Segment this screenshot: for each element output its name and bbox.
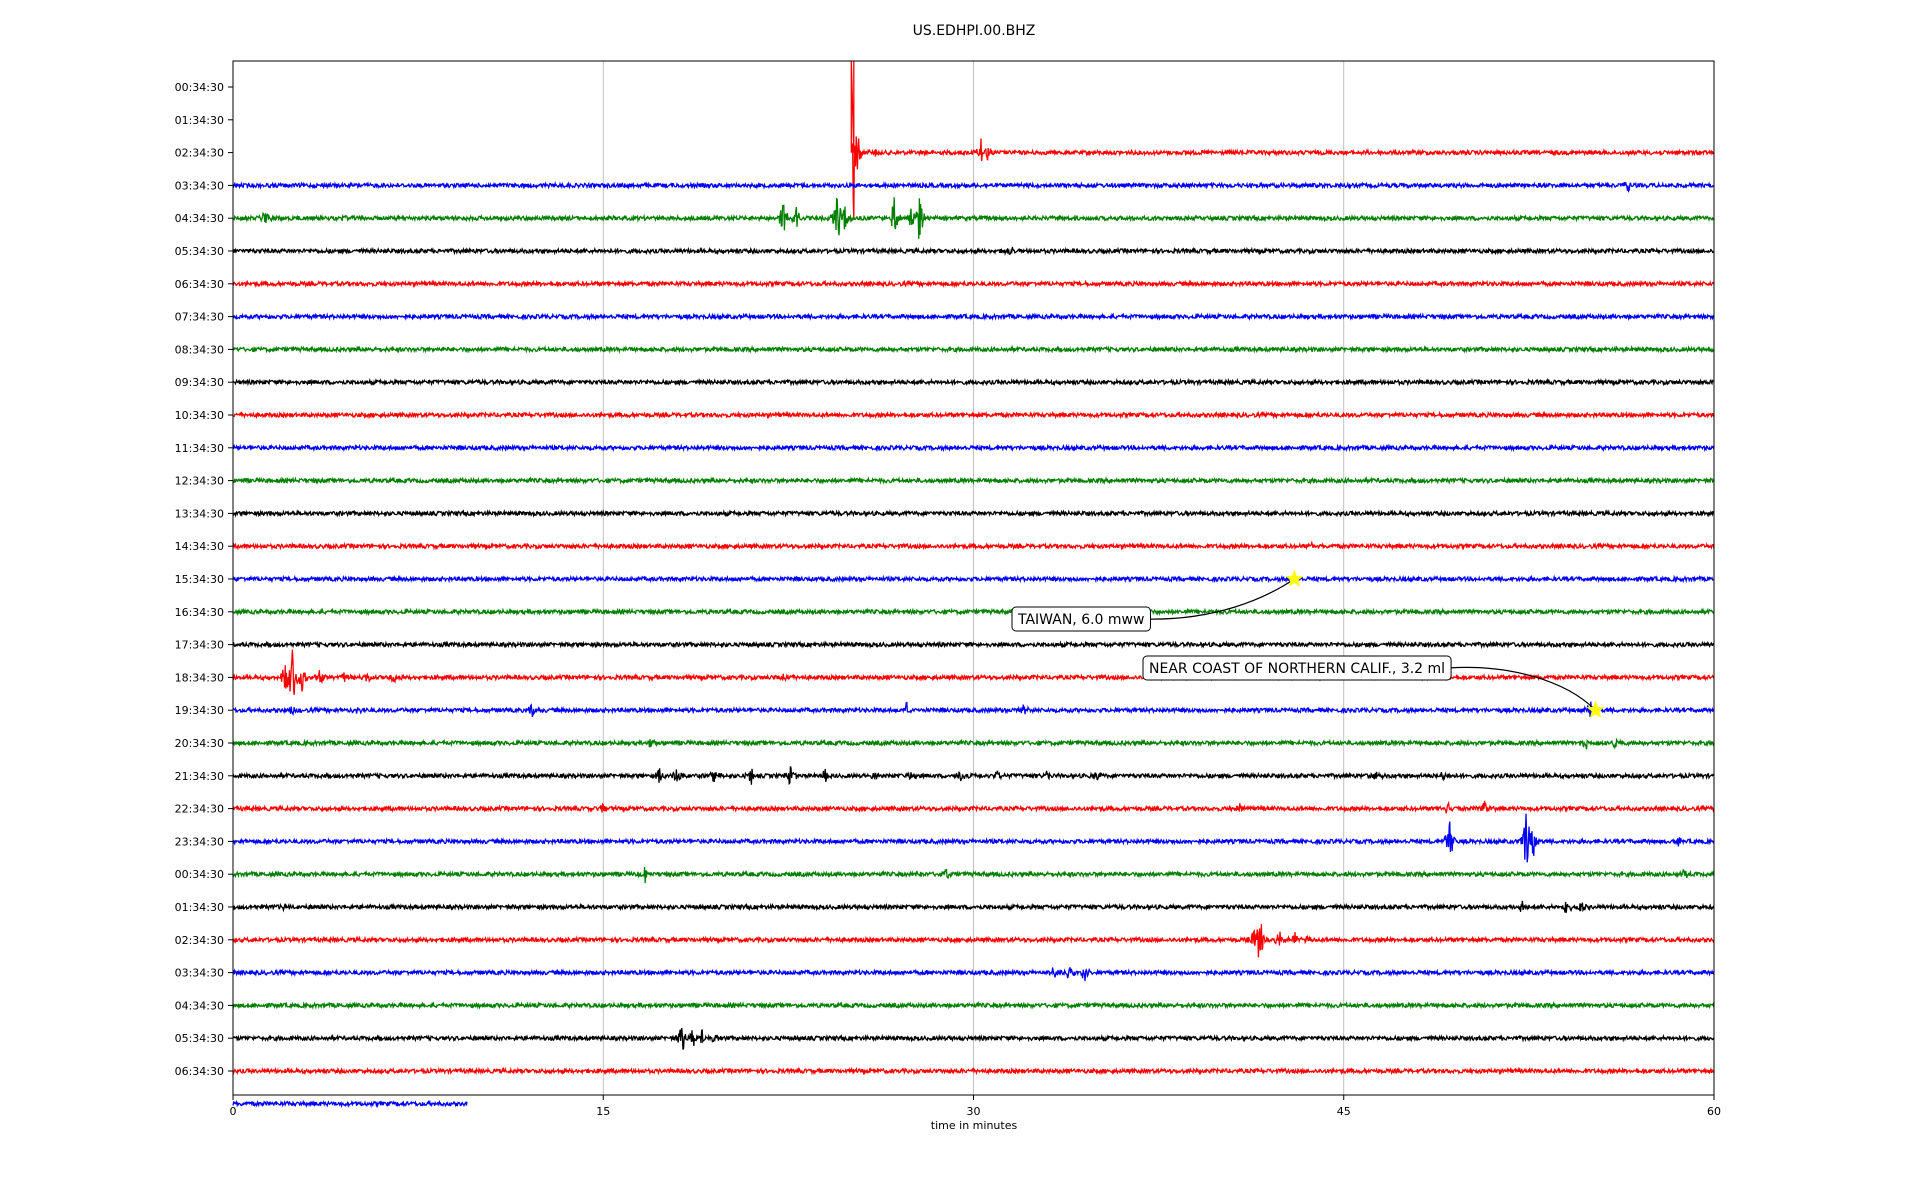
- seismic-trace: [232, 344, 1715, 354]
- y-tick-label: 04:34:30: [175, 212, 224, 225]
- seismic-trace: [232, 312, 1715, 322]
- chart-title: US.EDHPI.00.BHZ: [913, 23, 1036, 39]
- seismic-trace: [232, 476, 1715, 486]
- y-tick-label: 17:34:30: [175, 639, 224, 652]
- seismic-trace: [232, 246, 1715, 256]
- y-tick-label: 03:34:30: [175, 967, 224, 980]
- seismic-trace: [232, 1099, 468, 1109]
- seismic-trace: [232, 766, 1715, 786]
- y-tick-label: 01:34:30: [175, 901, 224, 914]
- y-tick-label: 10:34:30: [175, 409, 224, 422]
- y-tick-label: 20:34:30: [175, 737, 224, 750]
- y-tick-label: 07:34:30: [175, 311, 224, 324]
- x-tick-label: 60: [1707, 1105, 1721, 1118]
- y-tick-label: 18:34:30: [175, 671, 224, 684]
- x-tick-label: 30: [967, 1105, 981, 1118]
- seismic-trace: [232, 701, 1715, 718]
- y-tick-label: 02:34:30: [175, 934, 224, 947]
- annotation-label: NEAR COAST OF NORTHERN CALIF., 3.2 ml: [1149, 661, 1445, 677]
- y-tick-label: 14:34:30: [175, 540, 224, 553]
- seismic-trace: [232, 443, 1715, 453]
- event-star-marker: [1285, 569, 1304, 587]
- annotation-box: [1142, 655, 1452, 681]
- y-tick-label: 13:34:30: [175, 507, 224, 520]
- y-tick-label: 22:34:30: [175, 803, 224, 816]
- x-tick-label: 0: [230, 1105, 237, 1118]
- x-axis: 0 15 30 45 60: [230, 1095, 1721, 1118]
- y-tick-label: 16:34:30: [175, 606, 224, 619]
- seismic-trace: [232, 1000, 1715, 1010]
- y-tick-label: 00:34:30: [175, 81, 224, 94]
- y-tick-label: 09:34:30: [175, 376, 224, 389]
- seismic-trace: [232, 900, 1715, 913]
- traces-layer: [232, 60, 1715, 1109]
- annotation-label: TAIWAN, 6.0 mww: [1017, 612, 1144, 628]
- seismic-trace: [232, 1027, 1715, 1050]
- event-annotation: TAIWAN, 6.0 mww: [1011, 569, 1304, 632]
- y-tick-label: 02:34:30: [175, 147, 224, 160]
- y-tick-label: 04:34:30: [175, 999, 224, 1012]
- x-axis-label: time in minutes: [931, 1119, 1018, 1132]
- seismic-trace: [232, 540, 1715, 551]
- y-tick-label: 12:34:30: [175, 475, 224, 488]
- y-tick-label: 21:34:30: [175, 770, 224, 783]
- seismic-trace: [232, 410, 1715, 420]
- y-axis: 00:34:30 01:34:30 02:34:30 03:34:30 04:34:30…: [175, 81, 233, 1078]
- y-tick-label: 08:34:30: [175, 343, 224, 356]
- seismic-trace: [232, 967, 1715, 982]
- event-annotation: NEAR COAST OF NORTHERN CALIF., 3.2 ml: [1142, 655, 1605, 718]
- y-tick-label: 11:34:30: [175, 442, 224, 455]
- annotation-box: [1011, 606, 1151, 632]
- x-tick-label: 15: [596, 1105, 610, 1118]
- y-tick-label: 19:34:30: [175, 704, 224, 717]
- seismic-trace: [232, 180, 1715, 193]
- seismic-trace: [232, 508, 1715, 518]
- seismic-trace: [232, 867, 1715, 884]
- y-tick-label: 05:34:30: [175, 245, 224, 258]
- y-tick-label: 05:34:30: [175, 1032, 224, 1045]
- event-star-marker: [1586, 700, 1605, 718]
- seismic-trace: [232, 574, 1715, 584]
- y-tick-label: 23:34:30: [175, 835, 224, 848]
- y-tick-label: 15:34:30: [175, 573, 224, 586]
- x-tick-label: 45: [1337, 1105, 1351, 1118]
- annotation-arrow: [1143, 578, 1295, 620]
- y-tick-label: 06:34:30: [175, 278, 224, 291]
- seismic-trace: [232, 737, 1715, 750]
- seismic-trace: [232, 607, 1715, 617]
- seismic-trace: [232, 813, 1715, 863]
- y-tick-label: 03:34:30: [175, 179, 224, 192]
- y-tick-label: 06:34:30: [175, 1065, 224, 1078]
- y-tick-label: 01:34:30: [175, 114, 224, 127]
- seismic-trace: [850, 60, 1715, 220]
- annotation-arrow: [1447, 666, 1596, 711]
- seismic-trace: [232, 649, 1715, 695]
- annotation-layer: TAIWAN, 6.0 mww NEAR COAST OF NORTHERN CA…: [1011, 569, 1605, 718]
- seismic-trace: [232, 924, 1715, 958]
- seismic-trace: [232, 197, 1715, 239]
- seismic-trace: [232, 377, 1715, 387]
- y-tick-label: 00:34:30: [175, 868, 224, 881]
- seismic-trace: [232, 279, 1715, 289]
- seismic-trace: [232, 800, 1715, 814]
- seismic-trace: [232, 1066, 1715, 1076]
- seismic-trace: [232, 640, 1714, 650]
